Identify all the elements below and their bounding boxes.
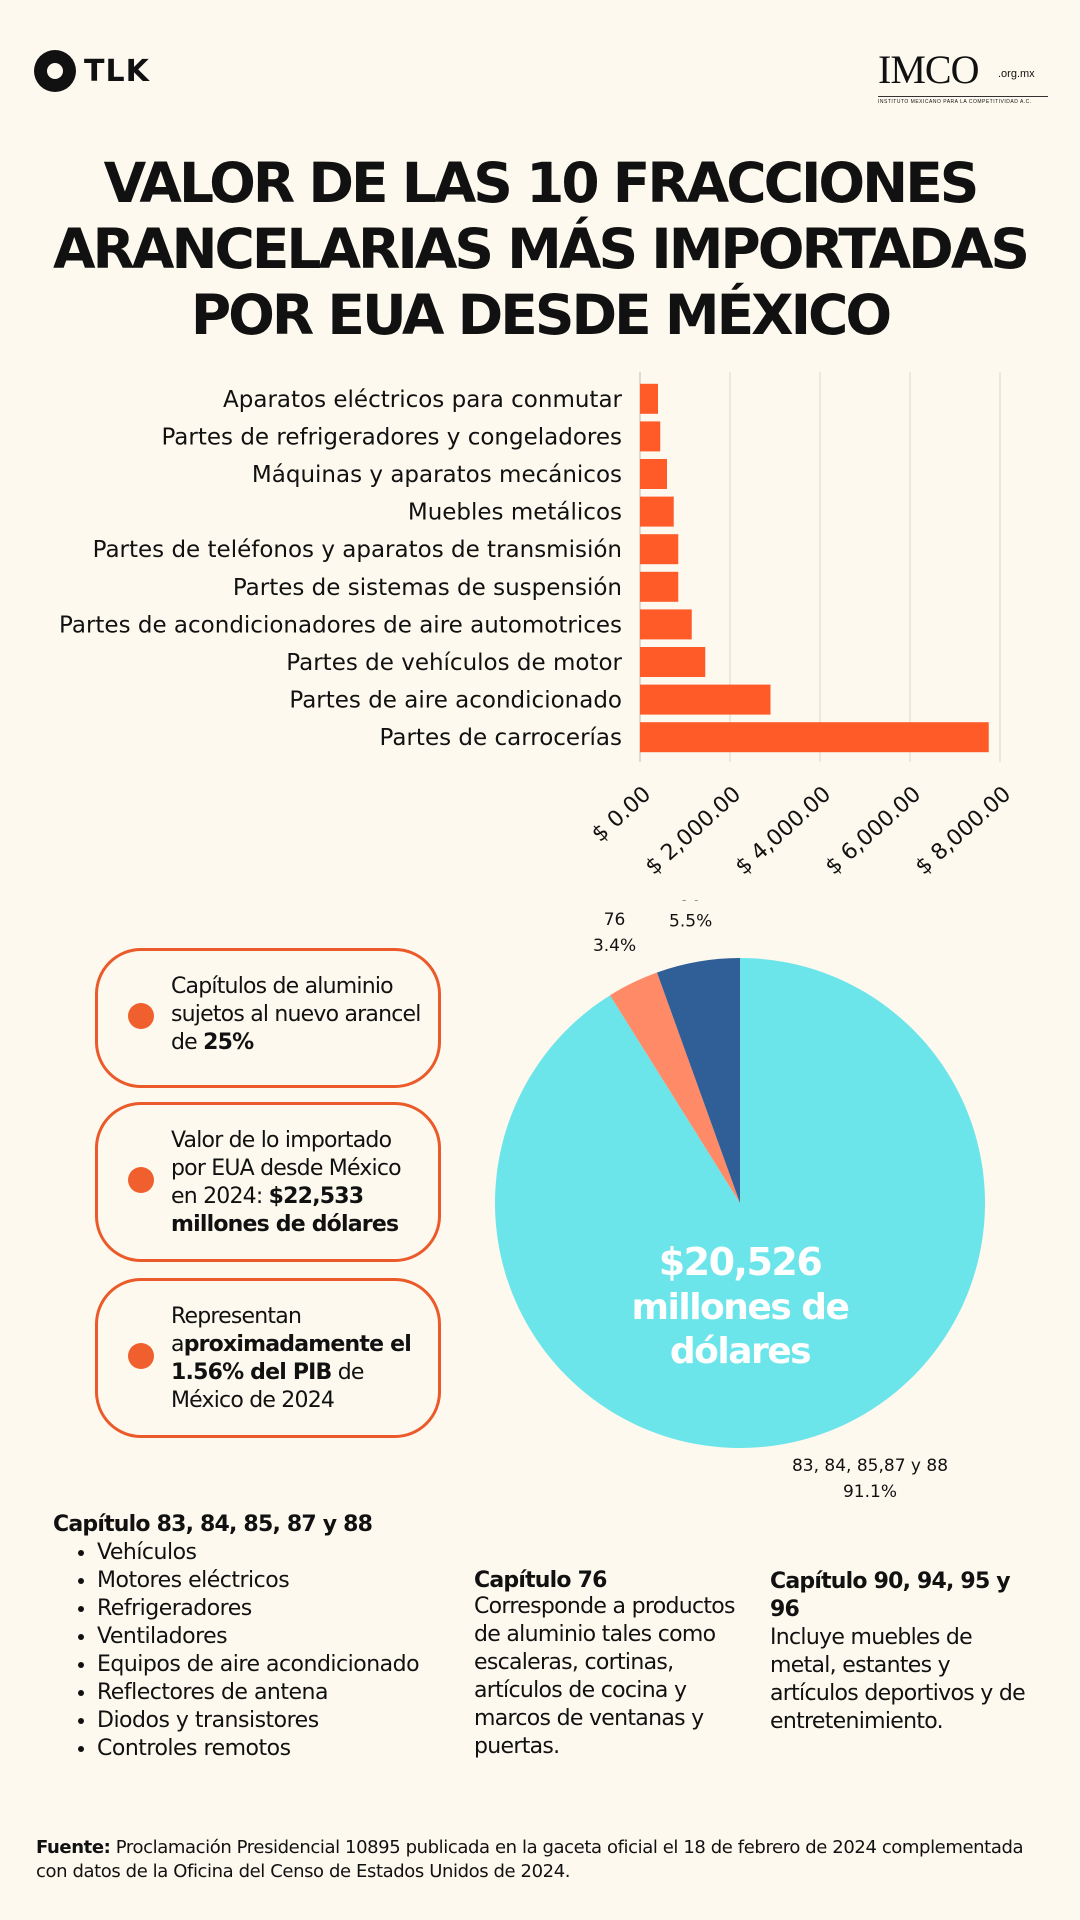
title-line: ARANCELARIAS MÁS IMPORTADAS [52, 217, 1030, 281]
pie-slice-percent: 3.4% [593, 936, 636, 956]
info-box-aluminio: Capítulos de aluminio sujetos al nuevo a… [95, 948, 441, 1088]
category-label: Partes de sistemas de suspensión [233, 575, 622, 601]
list-item: Ventiladores [97, 1623, 453, 1651]
bar [640, 609, 692, 640]
info-text: Representan aproximadamente el 1.56% del… [171, 1303, 421, 1415]
x-tick-label: $ 4,000.00 [731, 782, 836, 880]
category-label: Partes de carrocerías [380, 725, 622, 751]
pie-slice-label: 83, 84, 85,87 y 88 [792, 1456, 948, 1476]
column-text: Incluye muebles de metal, estantes y art… [770, 1625, 1026, 1734]
pie-slice [610, 972, 740, 1203]
category-label: Aparatos eléctricos para conmutar [223, 387, 623, 413]
source-label: Fuente: [36, 1837, 111, 1858]
info-text: Valor de lo importado por EUA desde Méxi… [171, 1127, 421, 1239]
pie-slice-label: 96 [680, 900, 702, 905]
info-text-bold: $22,533 millones de dólares [171, 1184, 399, 1237]
chapter-90-96-column: Capítulo 90, 94, 95 y 96 Incluye muebles… [770, 1569, 1030, 1736]
pie-center-text: $20,526 [659, 1240, 822, 1284]
category-label: Partes de aire acondicionado [289, 688, 622, 714]
category-label: Partes de acondicionadores de aire autom… [59, 612, 622, 638]
bar [640, 496, 674, 527]
category-label: Máquinas y aparatos mecánicos [252, 462, 622, 488]
info-text-pre: Representan a [171, 1304, 302, 1357]
bar [640, 534, 679, 565]
bar [640, 684, 771, 715]
pie-center-text: dólares [670, 1331, 810, 1372]
pie-slice [494, 958, 985, 1448]
bar [640, 459, 667, 489]
x-tick-label: $ 6,000.00 [821, 782, 926, 880]
title-line: VALOR DE LAS 10 FRACCIONES [103, 151, 980, 215]
imco-domain: .org.mx [998, 68, 1035, 80]
pie-slice-percent: 5.5% [669, 911, 712, 931]
imco-logo-text: IMCO [878, 47, 979, 92]
column-heading: Capítulo 76 [474, 1568, 607, 1593]
category-label: Partes de vehículos de motor [286, 650, 622, 676]
bar [640, 421, 661, 452]
info-text-bold: proximadamente el 1.56% del PIB [171, 1332, 412, 1385]
list-item: Controles remotos [97, 1735, 453, 1763]
column-heading: Capítulo 83, 84, 85, 87 y 88 [53, 1512, 373, 1537]
column-text: Corresponde a productos de aluminio tale… [474, 1594, 736, 1759]
chapter-76-column: Capítulo 76 Corresponde a productos de a… [474, 1568, 744, 1761]
info-text-bold: 25% [203, 1030, 254, 1055]
x-tick-label: $ 0.00 [587, 782, 656, 847]
imco-subtitle: INSTITUTO MEXICANO PARA LA COMPETITIVIDA… [878, 99, 1032, 105]
pie-slice [657, 958, 740, 1203]
imco-divider [878, 96, 1048, 97]
page-title: VALOR DE LAS 10 FRACCIONES ARANCELARIAS … [0, 150, 1080, 348]
bar [640, 722, 989, 753]
bar [640, 571, 679, 602]
list-item: Reflectores de antena [97, 1679, 453, 1707]
chapter-items-list: Vehículos Motores eléctricos Refrigerado… [53, 1539, 453, 1763]
bar [640, 383, 658, 414]
category-label: Partes de teléfonos y aparatos de transm… [93, 537, 622, 563]
list-item: Equipos de aire acondicionado [97, 1651, 453, 1679]
bar [640, 647, 706, 677]
list-item: Diodos y transistores [97, 1707, 453, 1735]
list-item: Vehículos [97, 1539, 453, 1567]
category-label: Partes de refrigeradores y congeladores [161, 424, 622, 450]
column-heading: Capítulo 90, 94, 95 y 96 [770, 1569, 1011, 1622]
info-text-pre: Valor de lo importado por EUA desde Méxi… [171, 1128, 402, 1209]
bullet-dot-icon [128, 1003, 154, 1029]
info-box-pib: Representan aproximadamente el 1.56% del… [95, 1278, 441, 1438]
list-item: Refrigeradores [97, 1595, 453, 1623]
info-text: Capítulos de aluminio sujetos al nuevo a… [171, 973, 421, 1057]
tlk-logo-text: TLK [84, 53, 150, 89]
info-text-pre: Capítulos de aluminio sujetos al nuevo a… [171, 974, 421, 1055]
pie-center-text: millones de [632, 1287, 849, 1328]
pie-slice-percent: 91.1% [843, 1482, 897, 1502]
title-line: POR EUA DESDE MÉXICO [190, 283, 892, 347]
imco-logo: IMCO .org.mx INSTITUTO MEXICANO PARA LA … [878, 38, 1048, 108]
tlk-logo: TLK [34, 50, 150, 92]
list-item: Motores eléctricos [97, 1567, 453, 1595]
source-footnote: Fuente: Proclamación Presidencial 10895 … [36, 1836, 1046, 1884]
x-tick-label: $ 8,000.00 [911, 782, 1016, 880]
info-box-valor: Valor de lo importado por EUA desde Méxi… [95, 1102, 441, 1262]
tlk-logo-icon [34, 50, 76, 92]
source-text: Proclamación Presidencial 10895 publicad… [36, 1837, 1024, 1882]
bullet-dot-icon [128, 1167, 154, 1193]
info-text-post: de México de 2024 [171, 1360, 364, 1413]
x-tick-label: $ 2,000.00 [641, 782, 746, 880]
chapter-83-88-column: Capítulo 83, 84, 85, 87 y 88 Vehículos M… [53, 1512, 453, 1763]
bar-chart: Aparatos eléctricos para conmutar Partes … [59, 372, 1016, 880]
category-label: Muebles metálicos [408, 500, 622, 526]
pie-chart: 83, 84, 85,87 y 88 91.1% 76 3.4% 96 5.5% $20,5… [494, 900, 985, 1502]
bullet-dot-icon [128, 1343, 154, 1369]
pie-slice-label: 76 [604, 910, 626, 930]
